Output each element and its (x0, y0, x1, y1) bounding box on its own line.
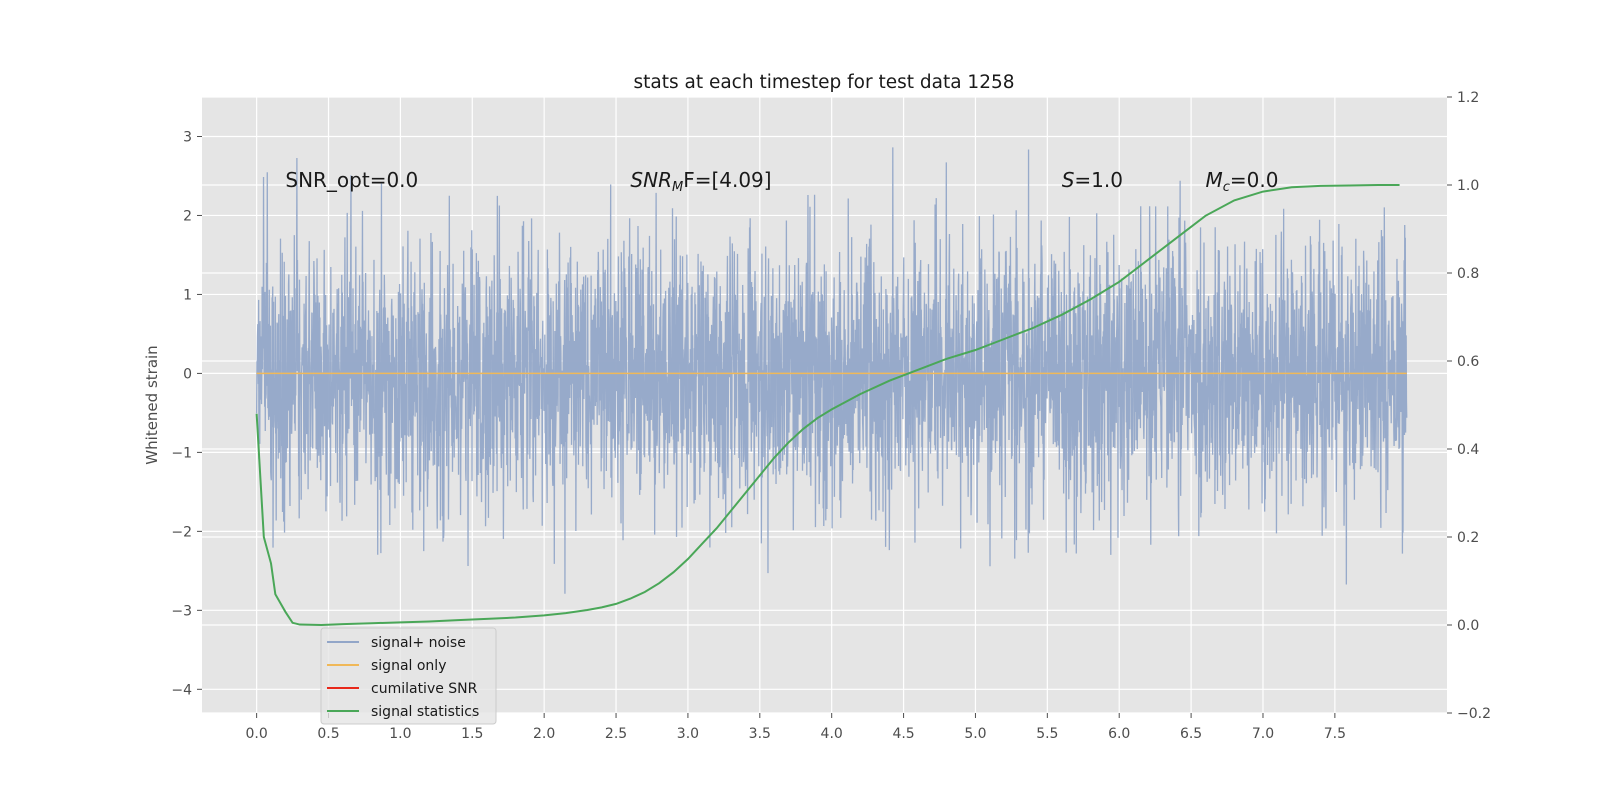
x-tick-label: 4.0 (821, 726, 843, 742)
x-tick-label: 5.5 (1036, 726, 1058, 742)
y2-axis-ticks: 1.2 1.0 0.8 0.6 0.4 0.2 0.0 −0.2 (1447, 90, 1491, 722)
annotation-subscript: M (672, 180, 683, 195)
annotation-suffix: =1.0 (1074, 168, 1123, 192)
annotation-0: SNR_opt=0.0 (285, 168, 418, 192)
legend-label: signal statistics (371, 704, 479, 720)
x-tick-label: 1.5 (461, 726, 483, 742)
series-line-3 (255, 184, 1400, 627)
x-tick-label: 5.0 (964, 726, 986, 742)
x-tick-label: 0.0 (245, 726, 267, 742)
x-tick-label: 3.5 (749, 726, 771, 742)
y2-tick-label: 0.0 (1457, 618, 1479, 634)
annotation-1: SNRMF=[4.09] (630, 168, 771, 195)
annotation-3: Mc=0.0 (1205, 168, 1278, 195)
y-tick-label: −4 (171, 682, 192, 698)
annotation-2: S=1.0 (1062, 168, 1123, 192)
x-tick-label: 6.0 (1108, 726, 1130, 742)
signal-noise-series (255, 147, 1408, 594)
y-tick-label: −1 (171, 445, 192, 461)
y-tick-label: 1 (183, 287, 192, 303)
y2-tick-label: 0.6 (1457, 354, 1479, 370)
x-tick-label: 2.0 (533, 726, 555, 742)
y2-tick-label: 1.0 (1457, 178, 1479, 194)
annotation-text: M (1205, 168, 1222, 192)
chart-title: stats at each timestep for test data 125… (633, 72, 1014, 93)
y2-tick-label: 0.8 (1457, 266, 1479, 282)
lines-layer (255, 184, 1407, 627)
legend: signal+ noise signal only cumilative SNR si… (320, 627, 497, 725)
y-tick-label: 3 (183, 129, 192, 145)
y2-tick-label: −0.2 (1457, 706, 1491, 722)
annotation-text: SNR_opt=0.0 (285, 168, 418, 192)
legend-label: signal+ noise (371, 635, 466, 651)
y-axis-label: Whitened strain (143, 345, 161, 464)
legend-label: signal only (371, 658, 446, 674)
y-axis-ticks: 3 2 1 0 −1 −2 −3 −4 (171, 129, 202, 698)
annotation-text: S (1062, 168, 1075, 192)
x-tick-label: 6.5 (1180, 726, 1202, 742)
signal-noise-line (255, 147, 1408, 594)
x-tick-label: 1.0 (389, 726, 411, 742)
x-tick-label: 7.0 (1252, 726, 1274, 742)
annotation-text: SNR (630, 168, 672, 192)
x-tick-label: 0.5 (317, 726, 339, 742)
legend-box (320, 627, 497, 725)
annotation-subscript: c (1223, 180, 1230, 195)
x-tick-label: 7.5 (1324, 726, 1346, 742)
y-tick-label: 0 (183, 366, 192, 382)
annotation-suffix: =0.0 (1230, 168, 1279, 192)
y-tick-label: −3 (171, 603, 192, 619)
y2-tick-label: 1.2 (1457, 90, 1479, 106)
y-tick-label: 2 (183, 208, 192, 224)
x-tick-label: 2.5 (605, 726, 627, 742)
y2-tick-label: 0.4 (1457, 442, 1479, 458)
annotation-suffix: F=[4.09] (683, 168, 771, 192)
y-tick-label: −2 (171, 524, 192, 540)
x-axis-ticks: 0.0 0.5 1.0 1.5 2.0 2.5 3.0 3.5 4.0 4.5 5.0 5.5 6.0 6… (245, 713, 1346, 742)
legend-label: cumilative SNR (371, 681, 478, 697)
y2-tick-label: 0.2 (1457, 530, 1479, 546)
annotations: SNR_opt=0.0 SNRMF=[4.09] S=1.0 Mc=0.0 (285, 168, 1278, 195)
x-tick-label: 4.5 (892, 726, 914, 742)
x-tick-label: 3.0 (677, 726, 699, 742)
